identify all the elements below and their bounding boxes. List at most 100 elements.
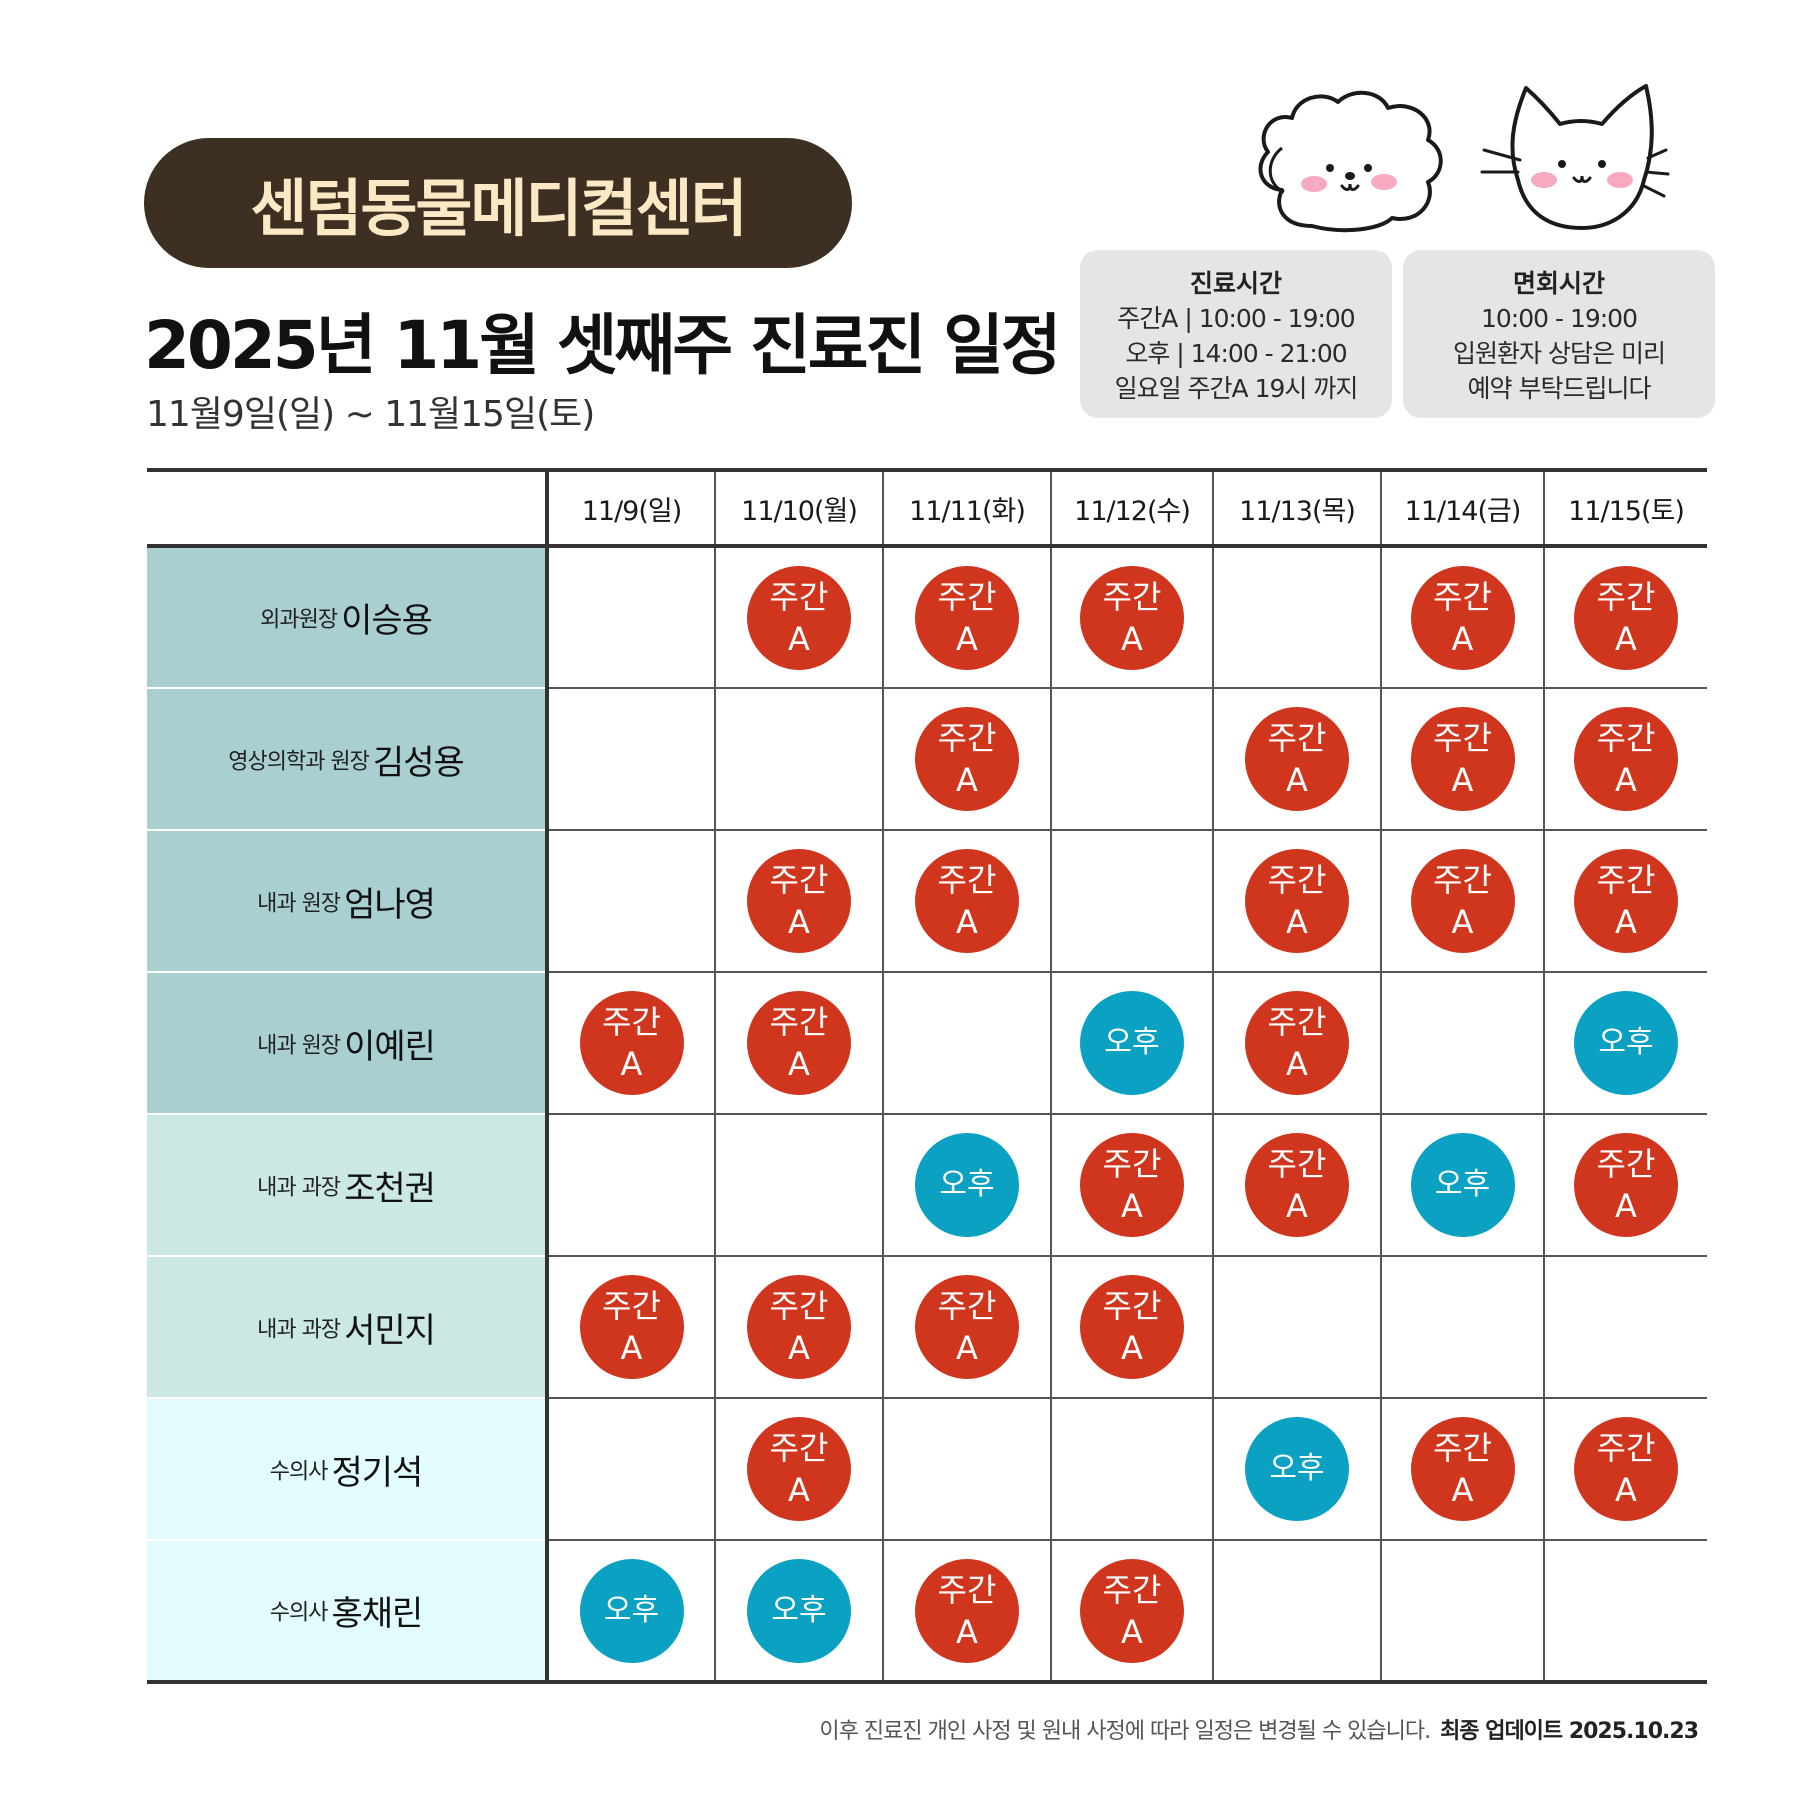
day-shift-badge: 주간 A bbox=[1080, 1133, 1184, 1237]
day-shift-badge: 주간 A bbox=[579, 1275, 684, 1379]
schedule-cell bbox=[1543, 1256, 1707, 1399]
evening-shift-badge: 오후 bbox=[1245, 1417, 1349, 1521]
doctor-name-cell: 내과 과장 조천권 bbox=[147, 1114, 547, 1257]
schedule-cell: 오후 bbox=[545, 1540, 715, 1684]
schedule-cell bbox=[1050, 1398, 1213, 1541]
badge-line: 주간 bbox=[1102, 1570, 1162, 1609]
badge-line: A bbox=[1121, 1329, 1143, 1367]
schedule-cell: 주간 A bbox=[1543, 1398, 1707, 1541]
badge-line: 주간 bbox=[937, 861, 997, 899]
schedule-cell bbox=[545, 546, 715, 689]
doctor-name: 홍채린 bbox=[331, 1594, 423, 1634]
badge-line: A bbox=[788, 1045, 810, 1083]
schedule-cell bbox=[1212, 546, 1381, 689]
day-shift-badge: 주간 A bbox=[747, 849, 851, 953]
schedule-cell bbox=[1380, 972, 1544, 1115]
brand-banner: 센텀동물메디컬센터 bbox=[144, 138, 852, 268]
evening-shift-badge: 오후 bbox=[915, 1133, 1019, 1237]
schedule-cell bbox=[1212, 1256, 1381, 1399]
day-shift-badge: 주간 A bbox=[1245, 991, 1349, 1095]
schedule-cell: 주간 A bbox=[1380, 546, 1544, 689]
dog-illustration-icon bbox=[1258, 90, 1443, 233]
badge-line: 주간 bbox=[1596, 1429, 1656, 1467]
day-header: 11/12(수) bbox=[1050, 468, 1213, 548]
schedule-cell: 주간 A bbox=[1543, 688, 1707, 831]
schedule-cell: 주간 A bbox=[1050, 1114, 1213, 1257]
doctor-row: 내과 원장 이예린 주간 A 주간 A 오후 주간 A 오후 bbox=[147, 972, 1707, 1115]
badge-line: 오후 bbox=[1269, 1451, 1325, 1486]
doctor-name: 이예린 bbox=[344, 1026, 436, 1067]
doctor-role: 내과 원장 bbox=[257, 891, 341, 916]
day-shift-badge: 주간 A bbox=[1410, 565, 1515, 670]
clinic-hours-heading: 진료시간 bbox=[1189, 268, 1282, 298]
badge-line: A bbox=[1286, 903, 1308, 941]
badge-line: 주간 bbox=[1433, 577, 1492, 616]
badge-line: 주간 bbox=[1433, 861, 1492, 899]
day-shift-badge: 주간 A bbox=[1574, 1417, 1678, 1521]
visiting-hours-line: 10:00 - 19:00 bbox=[1480, 303, 1638, 333]
badge-line: 주간 bbox=[1433, 719, 1492, 757]
schedule-cell: 주간 A bbox=[1543, 546, 1707, 689]
badge-line: 주간 bbox=[769, 577, 829, 616]
day-shift-badge: 주간 A bbox=[1245, 849, 1349, 953]
evening-shift-badge: 오후 bbox=[1410, 1133, 1515, 1237]
badge-line: 주간 bbox=[1102, 577, 1162, 616]
schedule-cell: 주간 A bbox=[1212, 1114, 1381, 1257]
doctor-role: 수의사 bbox=[269, 1459, 329, 1484]
schedule-cell: 주간 A bbox=[545, 972, 715, 1115]
schedule-cell: 주간 A bbox=[1543, 830, 1707, 973]
badge-line: A bbox=[956, 1612, 978, 1651]
badge-line: A bbox=[956, 761, 978, 799]
badge-line: A bbox=[1451, 761, 1474, 799]
day-shift-badge: 주간 A bbox=[915, 849, 1019, 953]
clinic-hours-line: 주간A | 10:00 - 19:00 bbox=[1117, 303, 1355, 333]
day-shift-badge: 주간 A bbox=[915, 1558, 1019, 1663]
evening-shift-badge: 오후 bbox=[747, 1558, 851, 1663]
badge-line: 오후 bbox=[1104, 1025, 1160, 1060]
schedule-cell: 주간 A bbox=[1212, 972, 1381, 1115]
badge-line: 주간 bbox=[937, 719, 997, 757]
day-shift-badge: 주간 A bbox=[1080, 1558, 1184, 1663]
schedule-cell: 주간 A bbox=[1050, 1540, 1213, 1684]
schedule-cell: 오후 bbox=[714, 1540, 883, 1684]
badge-line: A bbox=[788, 1329, 810, 1367]
schedule-cell: 주간 A bbox=[1212, 688, 1381, 831]
schedule-cell: 주간 A bbox=[1050, 546, 1213, 689]
schedule-cell: 주간 A bbox=[714, 1256, 883, 1399]
schedule-cell: 주간 A bbox=[1380, 830, 1544, 973]
schedule-cell bbox=[1050, 688, 1213, 831]
badge-line: 주간 bbox=[769, 1429, 829, 1467]
schedule-header-row: 11/9(일) 11/10(월) 11/11(화) 11/12(수) 11/13… bbox=[147, 468, 1707, 548]
schedule-cell: 주간 A bbox=[882, 1256, 1051, 1399]
badge-line: 주간 bbox=[937, 577, 997, 616]
doctor-name: 서민지 bbox=[344, 1310, 436, 1351]
day-shift-badge: 주간 A bbox=[747, 565, 851, 670]
day-shift-badge: 주간 A bbox=[747, 991, 851, 1095]
doctor-row: 수의사 정기석 주간 A 오후 주간 A 주간 A bbox=[147, 1398, 1707, 1541]
badge-line: 주간 bbox=[1102, 1145, 1162, 1183]
badge-line: A bbox=[1615, 903, 1637, 941]
badge-line: A bbox=[788, 619, 810, 658]
day-shift-badge: 주간 A bbox=[915, 707, 1019, 811]
clinic-hours-line: 일요일 주간A 19시 까지 bbox=[1114, 373, 1359, 403]
schedule-cell: 주간 A bbox=[714, 830, 883, 973]
badge-line: A bbox=[788, 903, 810, 941]
date-range: 11월9일(일) ~ 11월15일(토) bbox=[146, 394, 595, 435]
badge-line: A bbox=[1451, 619, 1474, 658]
schedule-cell bbox=[1380, 1256, 1544, 1399]
badge-line: 주간 bbox=[1596, 719, 1656, 757]
schedule-cell: 오후 bbox=[1380, 1114, 1544, 1257]
evening-shift-badge: 오후 bbox=[1080, 991, 1184, 1095]
doctor-row: 수의사 홍채린 오후 오후 주간 A 주간 A bbox=[147, 1540, 1707, 1684]
doctor-role: 수의사 bbox=[269, 1600, 329, 1626]
badge-line: 주간 bbox=[1267, 861, 1327, 899]
visiting-hours-heading: 면회시간 bbox=[1512, 268, 1605, 298]
badge-line: 주간 bbox=[1267, 1145, 1327, 1183]
day-header: 11/15(토) bbox=[1543, 468, 1707, 548]
schedule-cell: 주간 A bbox=[545, 1256, 715, 1399]
day-header: 11/11(화) bbox=[882, 468, 1051, 548]
schedule-cell bbox=[545, 830, 715, 973]
schedule-cell: 주간 A bbox=[1543, 1114, 1707, 1257]
doctor-role: 외과원장 bbox=[260, 607, 338, 633]
badge-line: 주간 bbox=[1596, 577, 1656, 616]
